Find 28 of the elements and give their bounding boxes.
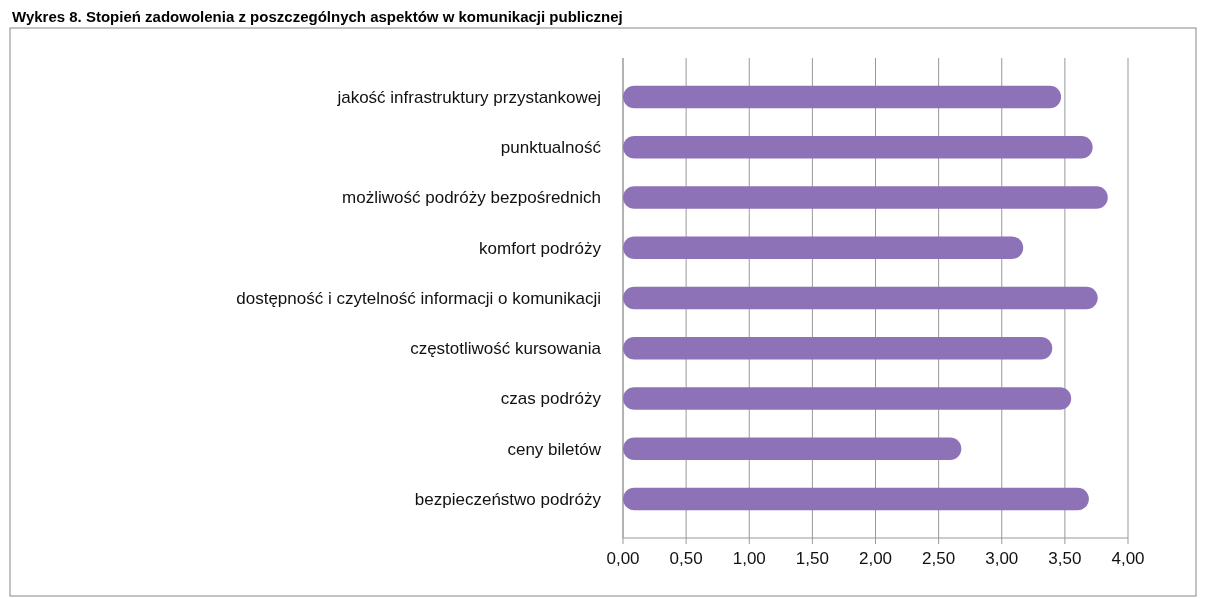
x-tick-label: 0,50 [669, 549, 703, 568]
y-tick-label: czas podróży [500, 389, 602, 409]
x-tick-label: 3,50 [1048, 549, 1082, 568]
x-tick-label: 4,00 [1111, 549, 1145, 568]
bar [623, 135, 1093, 159]
x-tick-label: 3,00 [985, 549, 1019, 568]
bar [623, 387, 1072, 410]
y-tick-label: jakość infrastruktury przystankowej [336, 87, 601, 107]
bar [623, 186, 1108, 209]
y-tick-label: bezpieczeństwo podróży [414, 490, 602, 509]
y-tick-label: częstotliwość kursowania [410, 339, 602, 359]
bar [623, 286, 1098, 310]
text: Wykres 8. Stopień zadowolenia z poszczególnych aspektów w komunikacji publicznej [12, 8, 623, 25]
x-tick-label: 1,00 [732, 549, 766, 568]
x-tick-label: 2,00 [858, 549, 893, 568]
bar [623, 487, 1089, 511]
bar [623, 85, 1062, 109]
bar [623, 437, 962, 461]
bar [623, 336, 1053, 360]
x-tick-label: 0,00 [606, 549, 640, 568]
y-tick-label: dostępność i czytelność informacji o komunikacji [236, 288, 601, 308]
y-tick-label: ceny biletów [507, 439, 602, 459]
bar [623, 236, 1024, 260]
x-tick-label: 1,50 [795, 549, 829, 568]
y-tick-label: komfort podróży [479, 238, 602, 258]
y-tick-label: możliwość podróży bezpośrednich [342, 188, 601, 208]
y-tick-label: punktualność [500, 138, 602, 158]
x-tick-label: 2,50 [922, 549, 956, 568]
